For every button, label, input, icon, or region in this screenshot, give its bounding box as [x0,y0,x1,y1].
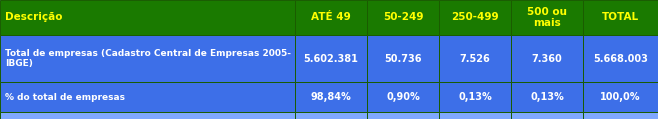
Bar [511,82,583,112]
Text: TOTAL: TOTAL [602,12,639,22]
Text: 0,13%: 0,13% [530,92,564,102]
Text: 0,90%: 0,90% [386,92,420,102]
Bar [295,35,367,82]
Text: ATÉ 49: ATÉ 49 [311,12,351,22]
Bar [583,82,658,112]
Text: 50.736: 50.736 [384,54,422,64]
Bar [0,82,295,112]
Bar [439,35,511,82]
Bar [0,0,295,35]
Bar [583,112,658,119]
Bar [295,82,367,112]
Bar [367,35,439,82]
Text: Total de empresas (Cadastro Central de Empresas 2005-
IBGE): Total de empresas (Cadastro Central de E… [5,49,291,68]
Bar [295,0,367,35]
Bar [583,0,658,35]
Text: 250-499: 250-499 [451,12,499,22]
Text: 500 ou
mais: 500 ou mais [527,7,567,28]
Text: 98,84%: 98,84% [311,92,351,102]
Bar [439,112,511,119]
Text: 100,0%: 100,0% [600,92,641,102]
Text: 50-249: 50-249 [383,12,423,22]
Text: 0,13%: 0,13% [458,92,492,102]
Text: % do total de empresas: % do total de empresas [5,92,125,102]
Bar [511,35,583,82]
Text: 7.526: 7.526 [460,54,490,64]
Bar [367,112,439,119]
Bar [0,112,295,119]
Text: 5.602.381: 5.602.381 [303,54,359,64]
Text: 5.668.003: 5.668.003 [593,54,648,64]
Bar [439,0,511,35]
Bar [511,112,583,119]
Bar [511,0,583,35]
Text: Descrição: Descrição [5,12,63,22]
Bar [583,35,658,82]
Bar [367,0,439,35]
Bar [367,82,439,112]
Bar [295,112,367,119]
Text: 7.360: 7.360 [532,54,563,64]
Bar [439,82,511,112]
Bar [0,35,295,82]
